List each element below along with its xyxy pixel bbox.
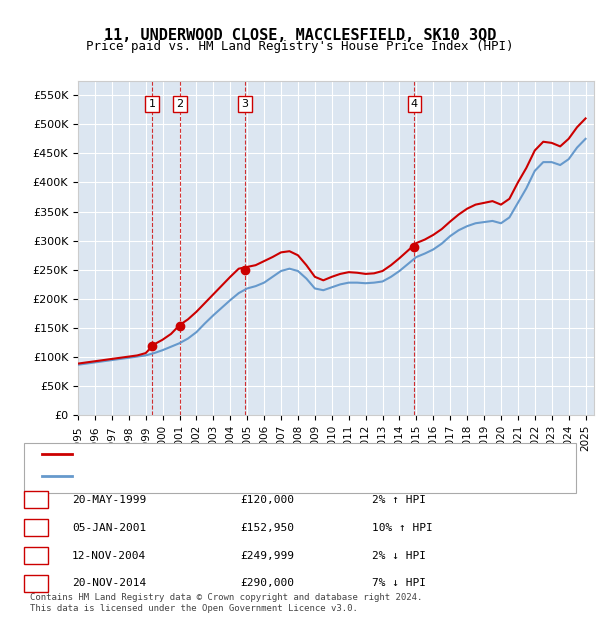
Text: 11, UNDERWOOD CLOSE, MACCLESFIELD, SK10 3QD: 11, UNDERWOOD CLOSE, MACCLESFIELD, SK10 …: [104, 28, 496, 43]
Text: £249,999: £249,999: [240, 551, 294, 560]
Text: 4: 4: [32, 578, 40, 588]
Text: 11, UNDERWOOD CLOSE, MACCLESFIELD, SK10 3QD (detached house): 11, UNDERWOOD CLOSE, MACCLESFIELD, SK10 …: [78, 450, 453, 459]
Text: £120,000: £120,000: [240, 495, 294, 505]
Text: 7% ↓ HPI: 7% ↓ HPI: [372, 578, 426, 588]
Text: 2: 2: [176, 99, 184, 109]
Text: £152,950: £152,950: [240, 523, 294, 533]
Text: 2% ↑ HPI: 2% ↑ HPI: [372, 495, 426, 505]
Text: 3: 3: [241, 99, 248, 109]
Text: 20-NOV-2014: 20-NOV-2014: [72, 578, 146, 588]
Text: 1: 1: [32, 495, 40, 505]
Text: HPI: Average price, detached house, Cheshire East: HPI: Average price, detached house, Ches…: [78, 471, 384, 481]
Text: 1: 1: [149, 99, 155, 109]
Text: 2% ↓ HPI: 2% ↓ HPI: [372, 551, 426, 560]
Text: 05-JAN-2001: 05-JAN-2001: [72, 523, 146, 533]
Text: 12-NOV-2004: 12-NOV-2004: [72, 551, 146, 560]
Text: 3: 3: [32, 551, 40, 560]
Text: 2: 2: [32, 523, 40, 533]
Text: 10% ↑ HPI: 10% ↑ HPI: [372, 523, 433, 533]
Text: £290,000: £290,000: [240, 578, 294, 588]
Text: Price paid vs. HM Land Registry's House Price Index (HPI): Price paid vs. HM Land Registry's House …: [86, 40, 514, 53]
Text: 20-MAY-1999: 20-MAY-1999: [72, 495, 146, 505]
Text: 4: 4: [411, 99, 418, 109]
Text: Contains HM Land Registry data © Crown copyright and database right 2024.
This d: Contains HM Land Registry data © Crown c…: [30, 593, 422, 613]
